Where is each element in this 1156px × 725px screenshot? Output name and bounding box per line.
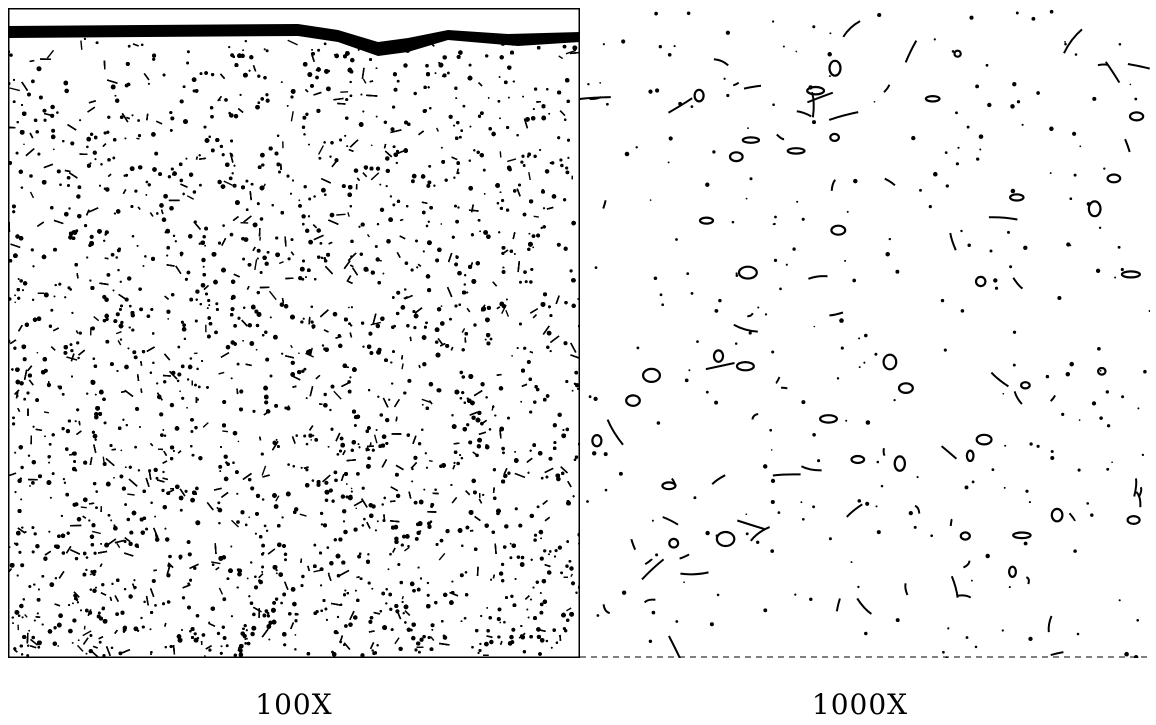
- micrograph-1000x-panel: [580, 8, 1150, 658]
- micrograph-100x-image: [8, 8, 580, 658]
- magnification-label-100x: 100X: [255, 688, 333, 721]
- micrograph-1000x-image: [580, 9, 1150, 658]
- micrograph-100x-panel: [8, 8, 580, 658]
- magnification-label-1000x: 1000X: [811, 688, 909, 721]
